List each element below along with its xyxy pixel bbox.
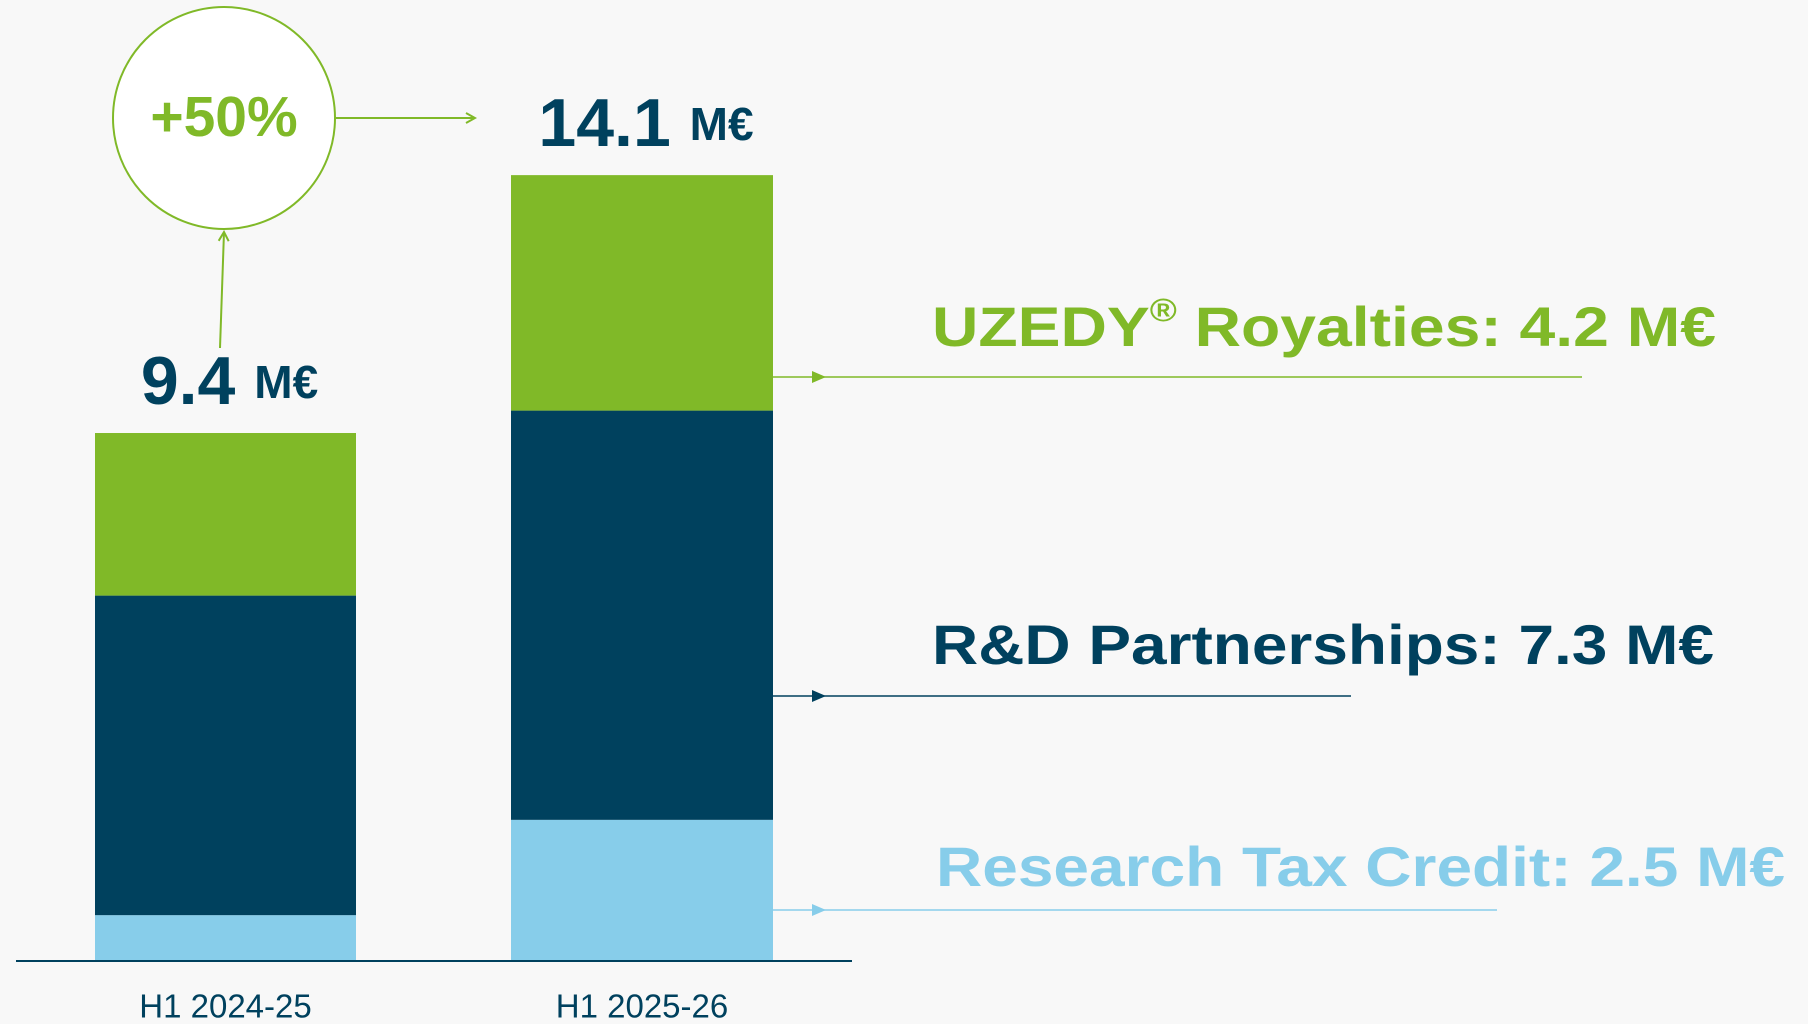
series-label: Research Tax Credit: 2.5 M€: [936, 835, 1785, 898]
total-label: 14.1 M€: [538, 85, 753, 161]
growth-label: +50%: [150, 85, 297, 149]
leader-arrow: [812, 690, 826, 702]
series-label: R&D Partnerships: 7.3 M€: [932, 613, 1714, 676]
leader-arrow: [812, 904, 826, 916]
bar-segment: [511, 175, 773, 411]
bar-segment: [95, 595, 356, 916]
bar-segment: [95, 433, 356, 596]
x-tick-label: H1 2024-25: [139, 988, 311, 1024]
bar-segment: [95, 915, 356, 960]
leader-arrow: [812, 371, 826, 383]
x-tick-label: H1 2025-26: [556, 988, 728, 1024]
growth-circle: [112, 6, 336, 230]
growth-arrow: [220, 232, 224, 349]
total-label: 9.4 M€: [141, 343, 318, 419]
series-label: UZEDY ® Royalties: 4.2 M€: [932, 292, 1716, 357]
bar-segment: [511, 819, 773, 960]
bar-segment: [511, 410, 773, 820]
